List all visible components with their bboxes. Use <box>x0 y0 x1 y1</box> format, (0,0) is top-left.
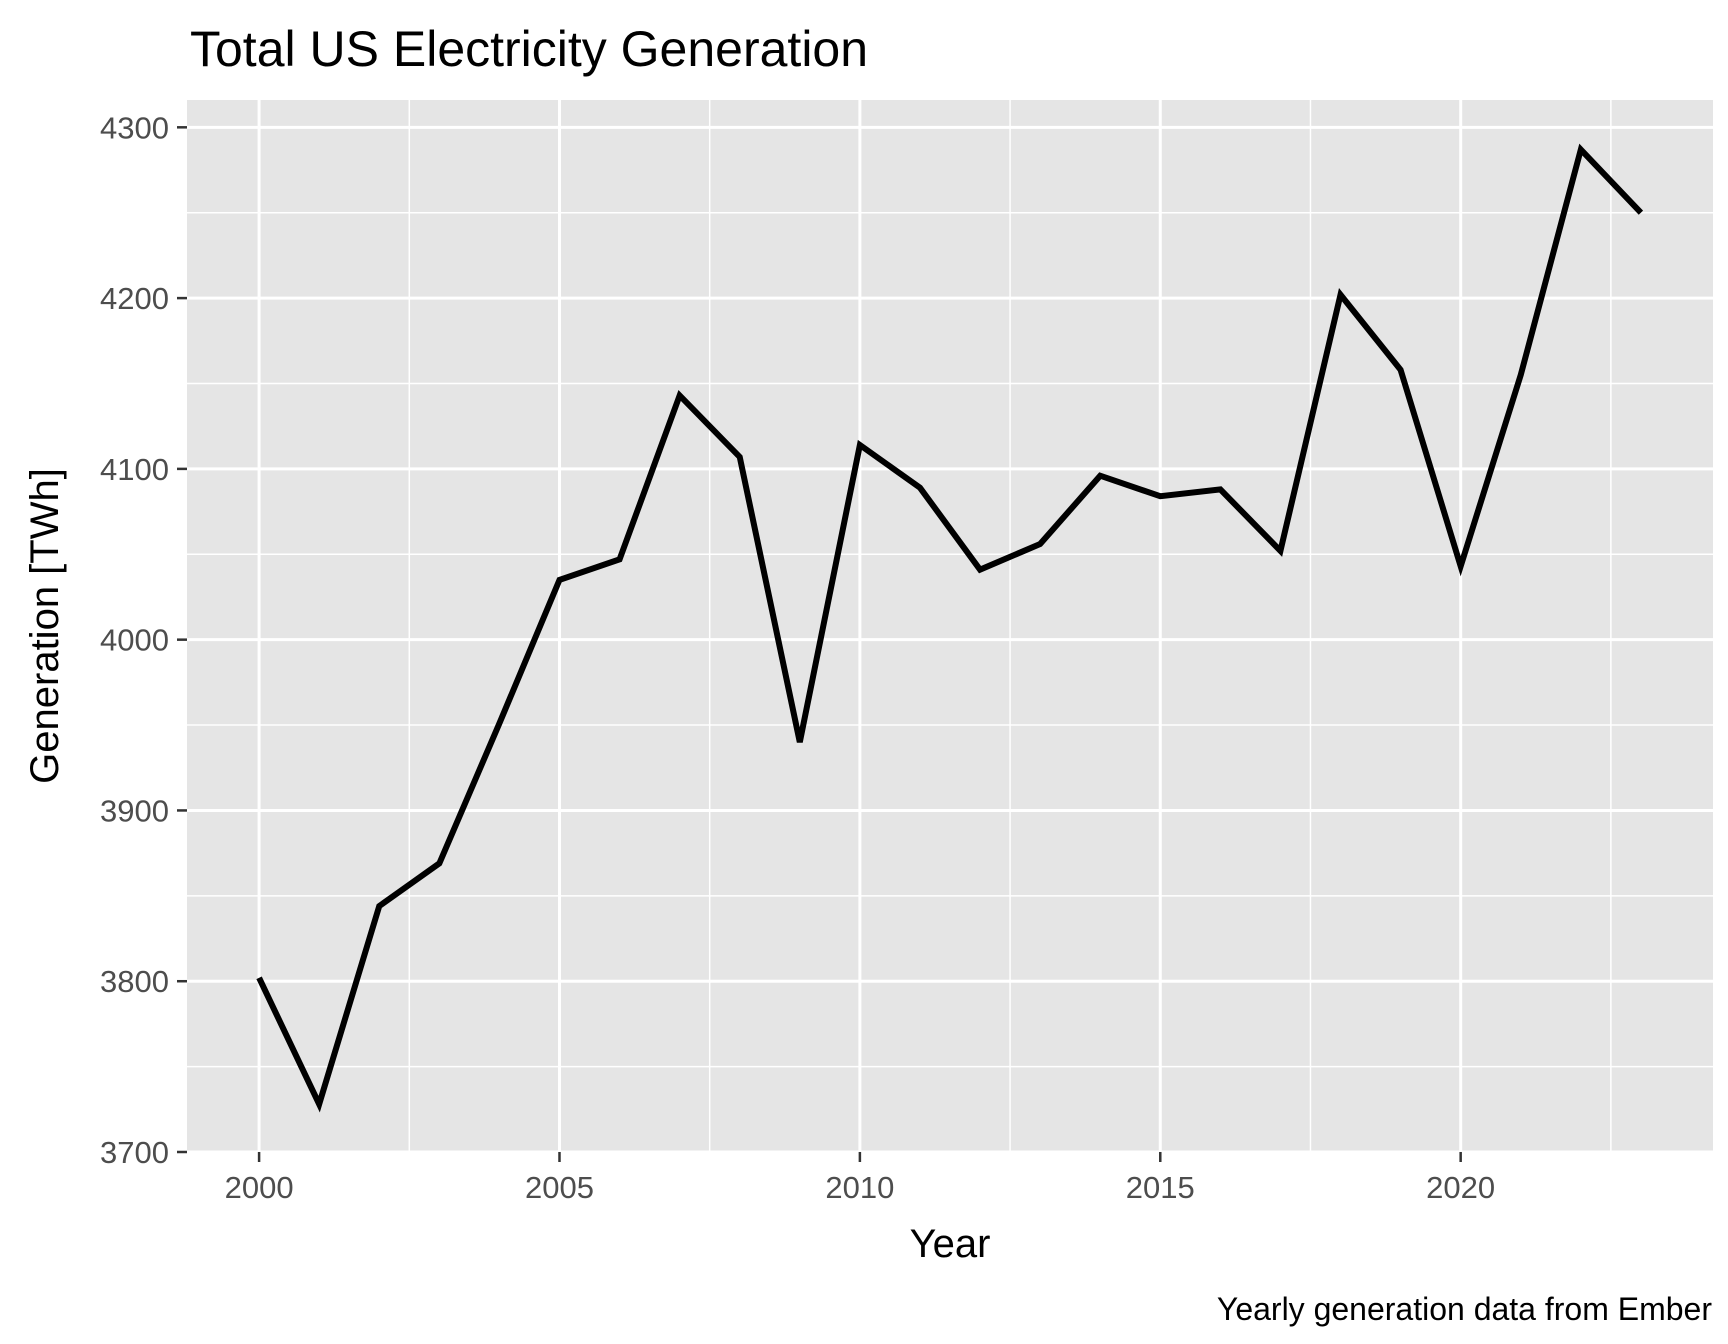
y-tick-label: 4100 <box>100 452 169 487</box>
x-axis: 2000 2005 2010 2015 2020 <box>225 1152 1495 1205</box>
data-point <box>1157 493 1163 499</box>
data-point <box>1578 147 1584 153</box>
caption: Yearly generation data from Ember <box>1217 1291 1712 1327</box>
data-point <box>436 860 442 866</box>
data-point <box>1518 372 1524 378</box>
plot-panel <box>187 100 1713 1152</box>
y-tick-label: 3700 <box>100 1135 169 1170</box>
data-point <box>1458 563 1464 569</box>
data-point <box>376 903 382 909</box>
data-point <box>256 975 262 981</box>
chart-title: Total US Electricity Generation <box>190 21 868 77</box>
data-point <box>316 1101 322 1107</box>
y-axis-title: Generation [TWh] <box>23 468 67 784</box>
x-tick-label: 2015 <box>1126 1170 1195 1205</box>
data-point <box>797 739 803 745</box>
data-point <box>977 567 983 573</box>
y-tick-label: 4300 <box>100 110 169 145</box>
data-point <box>1217 486 1223 492</box>
data-point <box>556 577 562 583</box>
y-tick-label: 4200 <box>100 281 169 316</box>
y-tick-label: 3800 <box>100 964 169 999</box>
data-point <box>1037 541 1043 547</box>
y-tick-label: 3900 <box>100 793 169 828</box>
data-point <box>1338 292 1344 298</box>
data-point <box>917 485 923 491</box>
minor-gridlines <box>187 100 1713 1152</box>
major-gridlines <box>187 100 1713 1154</box>
x-tick-label: 2010 <box>825 1170 894 1205</box>
data-point <box>677 392 683 398</box>
x-tick-label: 2000 <box>225 1170 294 1205</box>
data-point <box>1638 210 1644 216</box>
data-point <box>737 454 743 460</box>
x-tick-label: 2005 <box>525 1170 594 1205</box>
data-point <box>496 720 502 726</box>
data-point <box>857 442 863 448</box>
x-tick-label: 2020 <box>1426 1170 1495 1205</box>
data-point <box>1398 367 1404 373</box>
data-point <box>1097 473 1103 479</box>
data-point <box>617 556 623 562</box>
y-axis: 3700 3800 3900 4000 4100 4200 4300 <box>100 110 187 1170</box>
x-axis-title: Year <box>910 1222 991 1266</box>
series-line <box>256 143 1644 1113</box>
data-point <box>1277 548 1283 554</box>
y-tick-label: 4000 <box>100 623 169 658</box>
